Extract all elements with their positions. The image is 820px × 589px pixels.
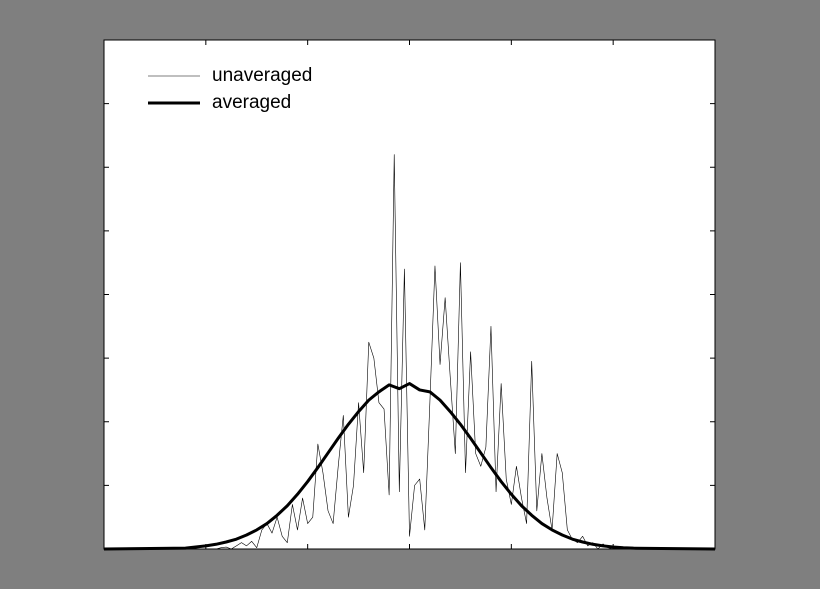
legend-label: unaveraged [212,65,312,86]
legend-label: averaged [212,92,291,113]
plot-area [104,40,715,549]
line [103,382,716,551]
plot-frame [103,39,716,550]
line [104,154,715,550]
